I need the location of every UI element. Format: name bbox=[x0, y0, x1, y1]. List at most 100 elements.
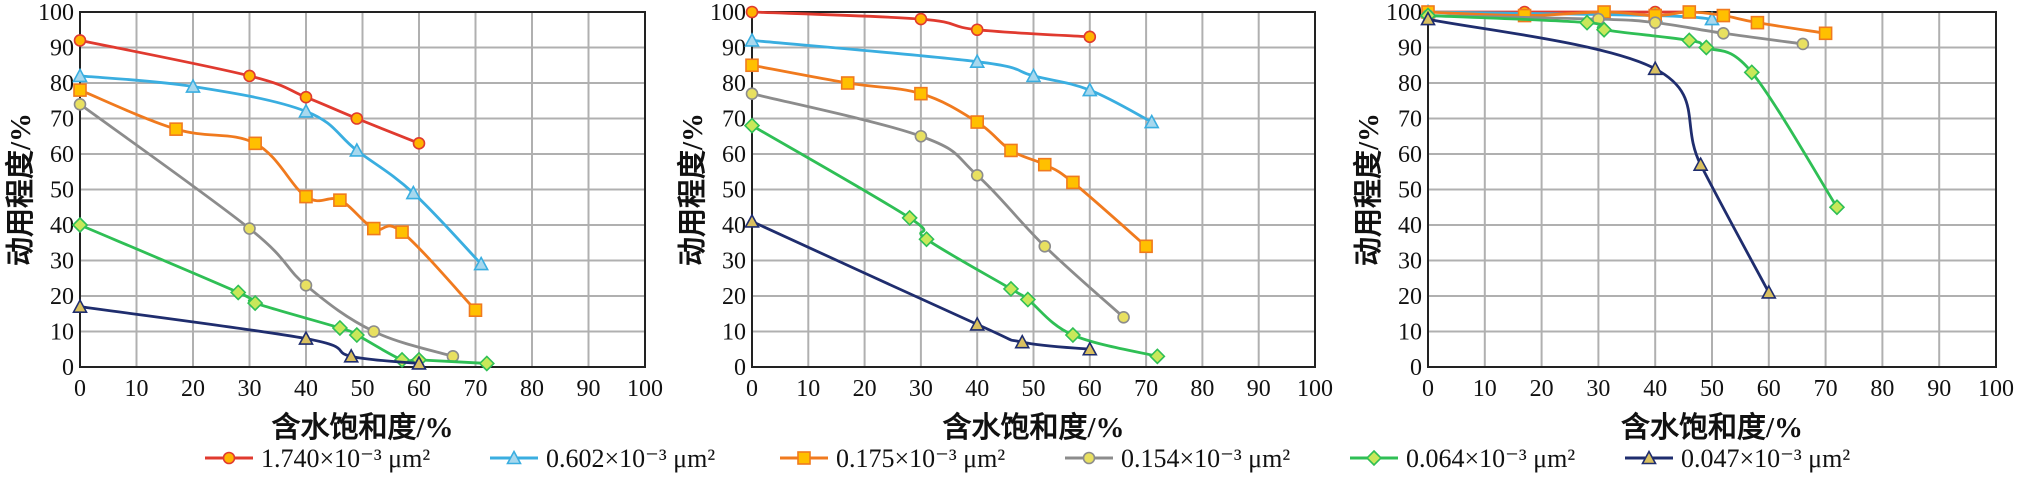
data-point bbox=[1760, 284, 1777, 299]
data-point bbox=[1083, 30, 1097, 44]
grid bbox=[79, 11, 646, 368]
x-tick-label: 100 bbox=[1978, 376, 2014, 402]
series-2 bbox=[744, 32, 1160, 129]
x-tick-label: 0 bbox=[1422, 376, 1434, 402]
chart-panel-3: 0 10 20 30 40 50 60 70 80 90 100 0 10 20 30 40 50 60 70 80 9… bbox=[1352, 0, 2014, 444]
data-point bbox=[970, 169, 984, 182]
y-tick-label: 80 bbox=[50, 71, 74, 97]
series-1 bbox=[745, 5, 1097, 44]
x-tick-label: 80 bbox=[1870, 376, 1894, 402]
data-point bbox=[73, 34, 87, 47]
legend: 1.740×10⁻³ μm² 0.602×10⁻³ μm² 0.175×10⁻³ μ… bbox=[205, 444, 1850, 473]
series-3 bbox=[73, 83, 483, 318]
legend-swatch-marker bbox=[1365, 449, 1383, 467]
data-point bbox=[1796, 37, 1810, 51]
data-point bbox=[1037, 157, 1052, 172]
series-line bbox=[1427, 14, 1839, 208]
data-point bbox=[73, 98, 87, 111]
data-point bbox=[1143, 113, 1160, 129]
series-line bbox=[1427, 14, 1804, 46]
data-point bbox=[248, 136, 262, 151]
y-tick-label: 20 bbox=[722, 284, 746, 310]
x-tick-label: 70 bbox=[1134, 376, 1158, 402]
series-5 bbox=[743, 117, 1166, 365]
data-point bbox=[185, 78, 201, 93]
y-tick-label: 60 bbox=[1398, 142, 1422, 168]
legend-item: 0.064×10⁻³ μm² bbox=[1350, 444, 1575, 473]
data-point bbox=[1716, 8, 1731, 23]
series-1 bbox=[73, 34, 426, 150]
x-tick-label: 0 bbox=[74, 376, 86, 402]
series-6 bbox=[744, 213, 1098, 356]
series-line bbox=[751, 124, 1158, 358]
data-point bbox=[299, 279, 313, 292]
data-point bbox=[405, 184, 422, 200]
data-point bbox=[1420, 10, 1436, 26]
x-tick-label: 30 bbox=[238, 376, 262, 402]
data-point bbox=[411, 355, 427, 370]
legend-label: 0.602×10⁻³ μm² bbox=[546, 444, 715, 473]
x-tick-label: 30 bbox=[1586, 376, 1610, 402]
y-tick-label: 80 bbox=[722, 71, 746, 97]
data-point bbox=[743, 117, 761, 134]
x-tick-label: 0 bbox=[746, 376, 758, 402]
y-tick-label: 20 bbox=[50, 284, 74, 310]
series-line bbox=[751, 10, 1090, 39]
legend-swatch-marker bbox=[506, 449, 522, 465]
y-tick-label: 50 bbox=[1398, 178, 1422, 204]
y-tick-label: 70 bbox=[50, 107, 74, 133]
x-axis-label: 含水饱和度/% bbox=[271, 410, 453, 444]
grid bbox=[751, 11, 1316, 368]
y-tick-label: 10 bbox=[50, 320, 74, 346]
x-tick-label: 10 bbox=[125, 376, 149, 402]
y-tick-label: 10 bbox=[1398, 320, 1422, 346]
data-point bbox=[468, 303, 483, 318]
data-point bbox=[1648, 16, 1662, 29]
chart-panel-1: 0 10 20 30 40 50 60 70 80 90 100 0 10 20 30 40 50 60 70 80 9… bbox=[4, 0, 663, 444]
series-line bbox=[79, 88, 477, 312]
data-point bbox=[1139, 239, 1153, 254]
x-axis-label: 含水饱和度/% bbox=[942, 410, 1124, 444]
series-line bbox=[79, 39, 420, 145]
x-tick-label: 20 bbox=[1530, 376, 1554, 402]
data-point bbox=[1647, 60, 1664, 76]
x-tick-label: 90 bbox=[577, 376, 601, 402]
legend-label: 0.064×10⁻³ μm² bbox=[1406, 444, 1575, 473]
series-line bbox=[79, 223, 487, 365]
x-tick-label: 40 bbox=[1643, 376, 1667, 402]
y-tick-label: 70 bbox=[1398, 107, 1422, 133]
data-point bbox=[350, 112, 364, 125]
data-point bbox=[1750, 15, 1765, 30]
data-point bbox=[1081, 341, 1098, 356]
data-point bbox=[366, 221, 381, 236]
data-point bbox=[348, 326, 365, 344]
data-point bbox=[169, 122, 183, 136]
series-line bbox=[79, 74, 483, 266]
series-5 bbox=[1419, 7, 1846, 216]
y-tick-label: 100 bbox=[1386, 0, 1422, 26]
y-tick-label: 80 bbox=[1398, 71, 1422, 97]
data-point bbox=[1002, 280, 1020, 298]
data-point bbox=[333, 193, 347, 207]
x-tick-label: 80 bbox=[1190, 376, 1214, 402]
y-tick-label: 50 bbox=[50, 178, 74, 204]
series-line bbox=[79, 305, 420, 365]
y-tick-label: 40 bbox=[1398, 213, 1422, 239]
data-point bbox=[298, 330, 314, 345]
x-tick-label: 30 bbox=[909, 376, 933, 402]
x-tick-label: 20 bbox=[853, 376, 877, 402]
data-point bbox=[745, 5, 759, 19]
legend-swatch-marker bbox=[1641, 449, 1657, 465]
data-point bbox=[1025, 67, 1042, 83]
legend-item: 0.154×10⁻³ μm² bbox=[1065, 444, 1290, 473]
x-tick-label: 10 bbox=[796, 376, 820, 402]
legend-label: 1.740×10⁻³ μm² bbox=[261, 444, 430, 473]
x-axis-label: 含水饱和度/% bbox=[1621, 410, 1803, 444]
y-tick-label: 90 bbox=[50, 36, 74, 62]
data-point bbox=[71, 216, 89, 234]
y-tick-label: 90 bbox=[722, 36, 746, 62]
data-point bbox=[1704, 10, 1720, 26]
data-point bbox=[72, 67, 88, 83]
data-point bbox=[349, 142, 365, 157]
data-point bbox=[840, 76, 855, 90]
